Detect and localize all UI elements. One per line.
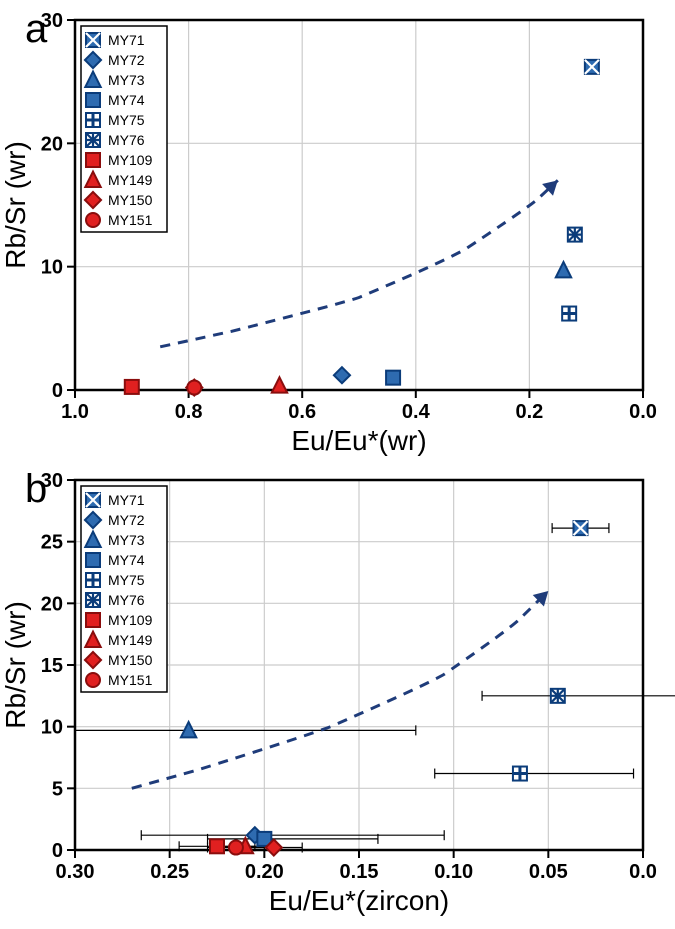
y-axis-label: Rb/Sr (wr) (0, 141, 31, 269)
x-tick-label: 0.4 (402, 401, 431, 423)
data-point-MY76 (568, 228, 582, 242)
data-point-MY151 (187, 381, 201, 395)
y-tick-label: 0 (52, 380, 63, 402)
x-tick-label: 0.0 (629, 401, 657, 423)
x-tick-label: 1.0 (61, 401, 89, 423)
x-tick-label: 0.10 (434, 861, 473, 883)
legend-item-MY75: MY75 (86, 112, 145, 128)
legend-item-MY73: MY73 (85, 72, 144, 88)
legend-item-MY72: MY72 (85, 52, 145, 68)
x-tick-label: 0.15 (340, 861, 379, 883)
legend-label: MY109 (108, 152, 153, 168)
x-tick-label: 0.0 (629, 861, 657, 883)
data-point-MY75 (513, 767, 527, 781)
x-axis-label: Eu/Eu*(zircon) (269, 885, 450, 916)
legend-item-MY76: MY76 (86, 592, 145, 608)
legend-label: MY72 (108, 52, 145, 68)
panel-b-svg: 0.300.250.200.150.100.050.0051015202530E… (0, 460, 675, 920)
figure: 1.00.80.60.40.20.00102030Eu/Eu*(wr)Rb/Sr… (0, 0, 675, 929)
data-point-MY76 (551, 689, 565, 703)
y-tick-label: 10 (41, 717, 63, 739)
panel-a-svg: 1.00.80.60.40.20.00102030Eu/Eu*(wr)Rb/Sr… (0, 0, 675, 460)
legend-item-MY75: MY75 (86, 572, 145, 588)
trend-curve (132, 591, 549, 788)
legend-item-MY74: MY74 (86, 92, 145, 108)
legend-label: MY75 (108, 572, 145, 588)
legend-label: MY76 (108, 132, 145, 148)
legend-item-MY109: MY109 (86, 612, 153, 628)
legend-label: MY74 (108, 92, 145, 108)
legend-label: MY72 (108, 512, 145, 528)
x-tick-label: 0.25 (150, 861, 189, 883)
legend-label: MY76 (108, 592, 145, 608)
panel-b: 0.300.250.200.150.100.050.0051015202530E… (0, 460, 675, 920)
data-point-MY73 (181, 722, 196, 737)
y-tick-label: 20 (41, 133, 63, 155)
x-tick-label: 0.30 (56, 861, 95, 883)
legend-label: MY71 (108, 492, 145, 508)
legend-item-MY72: MY72 (85, 512, 145, 528)
y-tick-label: 0 (52, 840, 63, 862)
legend-item-MY109: MY109 (86, 152, 153, 168)
data-point-MY149 (272, 377, 287, 392)
data-point-MY74 (386, 371, 400, 385)
data-point-MY109 (125, 380, 139, 394)
data-point-MY71 (585, 60, 599, 74)
legend-item-MY71: MY71 (86, 492, 145, 508)
legend-label: MY75 (108, 112, 145, 128)
legend-item-MY74: MY74 (86, 552, 145, 568)
data-point-MY73 (556, 262, 571, 277)
legend-label: MY109 (108, 612, 153, 628)
legend-label: MY71 (108, 32, 145, 48)
x-tick-label: 0.05 (529, 861, 568, 883)
data-point-MY75 (562, 307, 576, 321)
panel-label: a (25, 7, 48, 51)
x-tick-label: 0.2 (515, 401, 543, 423)
legend-label: MY151 (108, 672, 153, 688)
legend-label: MY73 (108, 72, 145, 88)
legend: MY71 MY72 MY73 MY74 MY75 MY76 MY109 MY149 MY150 M… (81, 486, 167, 692)
legend-label: MY151 (108, 212, 153, 228)
y-axis-label: Rb/Sr (wr) (0, 601, 31, 729)
legend-label: MY150 (108, 192, 153, 208)
data-points (181, 521, 588, 855)
y-tick-label: 10 (41, 257, 63, 279)
x-tick-label: 0.6 (288, 401, 316, 423)
x-tick-label: 0.20 (245, 861, 284, 883)
y-tick-label: 5 (52, 778, 63, 800)
y-tick-label: 20 (41, 593, 63, 615)
data-point-MY72 (334, 367, 350, 383)
legend-label: MY74 (108, 552, 145, 568)
data-point-MY109 (210, 839, 224, 853)
legend-item-MY150: MY150 (85, 192, 153, 208)
trend-curve (160, 180, 558, 347)
data-point-MY71 (574, 521, 588, 535)
data-points (125, 60, 599, 396)
legend-item-MY150: MY150 (85, 652, 153, 668)
trend-arrowhead (533, 591, 549, 607)
panel-label: b (25, 467, 47, 511)
x-tick-label: 0.8 (175, 401, 203, 423)
legend-label: MY150 (108, 652, 153, 668)
y-tick-label: 15 (41, 655, 63, 677)
x-axis-label: Eu/Eu*(wr) (291, 425, 426, 456)
y-tick-label: 25 (41, 532, 63, 554)
data-point-MY151 (229, 841, 243, 855)
legend-item-MY151: MY151 (86, 672, 153, 688)
legend-item-MY151: MY151 (86, 212, 153, 228)
panel-a: 1.00.80.60.40.20.00102030Eu/Eu*(wr)Rb/Sr… (0, 0, 675, 460)
legend-label: MY149 (108, 632, 153, 648)
legend-item-MY71: MY71 (86, 32, 145, 48)
legend-item-MY76: MY76 (86, 132, 145, 148)
legend-item-MY73: MY73 (85, 532, 144, 548)
legend-label: MY73 (108, 532, 145, 548)
legend: MY71 MY72 MY73 MY74 MY75 MY76 MY109 MY149 MY150 M… (81, 26, 167, 232)
legend-label: MY149 (108, 172, 153, 188)
